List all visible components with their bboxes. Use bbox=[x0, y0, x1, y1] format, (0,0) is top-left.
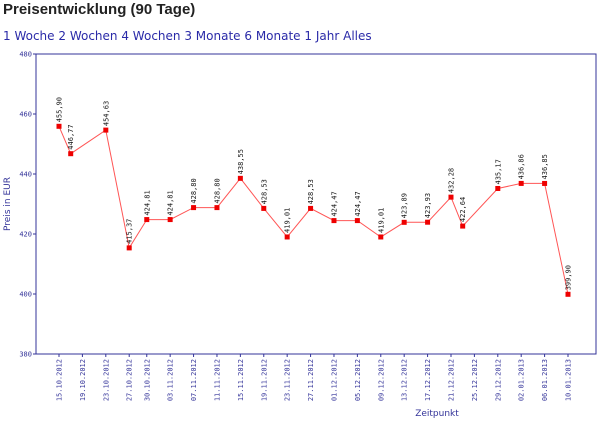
data-point bbox=[68, 151, 74, 157]
data-label: 422,64 bbox=[459, 197, 467, 222]
data-point bbox=[308, 205, 314, 211]
y-tick-label: 480 bbox=[19, 51, 32, 59]
data-label: 436,86 bbox=[518, 154, 526, 179]
data-label: 454,63 bbox=[102, 101, 110, 126]
x-tick-label: 25.12.2012 bbox=[471, 359, 479, 401]
plot-frame bbox=[35, 53, 597, 355]
range-link-3-months[interactable]: 3 Monate bbox=[184, 29, 241, 43]
data-label: 435,17 bbox=[494, 159, 502, 184]
x-tick-label: 07.11.2012 bbox=[190, 359, 198, 401]
data-point bbox=[261, 205, 267, 211]
x-tick-label: 03.11.2012 bbox=[167, 359, 175, 401]
data-point bbox=[191, 205, 197, 211]
x-tick-label: 09.12.2012 bbox=[377, 359, 385, 401]
data-label: 415,37 bbox=[126, 219, 134, 244]
data-label: 432,28 bbox=[447, 168, 455, 193]
price-series-line bbox=[58, 126, 569, 295]
data-label: 428,80 bbox=[190, 178, 198, 203]
y-tick-label: 420 bbox=[19, 231, 32, 239]
x-tick-label: 11.11.2012 bbox=[213, 359, 221, 401]
data-point bbox=[495, 185, 501, 191]
data-label: 419,01 bbox=[377, 208, 385, 233]
x-axis-title: Zeitpunkt bbox=[415, 409, 459, 419]
range-link-1-year[interactable]: 1 Jahr bbox=[304, 29, 340, 43]
data-label: 423,93 bbox=[424, 193, 432, 218]
data-point bbox=[103, 127, 109, 133]
data-point bbox=[460, 223, 466, 229]
x-tick-label: 21.12.2012 bbox=[447, 359, 455, 401]
data-label: 419,01 bbox=[284, 208, 292, 233]
x-tick-label: 30.10.2012 bbox=[143, 359, 151, 401]
y-tick-label: 380 bbox=[19, 351, 32, 359]
x-tick-label: 13.12.2012 bbox=[401, 359, 409, 401]
x-tick-label: 01.12.2012 bbox=[330, 359, 338, 401]
x-tick-label: 27.10.2012 bbox=[126, 359, 134, 401]
x-tick-label: 23.11.2012 bbox=[284, 359, 292, 401]
y-axis-ticks: 380 400 420 440 460 480 bbox=[19, 51, 36, 359]
range-link-2-weeks[interactable]: 2 Wochen bbox=[58, 29, 118, 43]
data-label: 424,47 bbox=[354, 191, 362, 216]
data-point bbox=[518, 180, 524, 186]
range-link-all[interactable]: Alles bbox=[343, 29, 372, 43]
data-label: 438,55 bbox=[237, 149, 245, 174]
data-label: 399,90 bbox=[565, 265, 573, 290]
data-point bbox=[56, 123, 62, 129]
data-label: 455,90 bbox=[56, 97, 64, 122]
data-point bbox=[167, 217, 173, 223]
data-point bbox=[425, 219, 431, 225]
data-point bbox=[126, 245, 132, 251]
y-axis-title: Preis in EUR bbox=[3, 177, 13, 231]
x-tick-label: 19.11.2012 bbox=[260, 359, 268, 401]
x-tick-label: 15.11.2012 bbox=[237, 359, 245, 401]
data-point bbox=[214, 205, 220, 211]
x-tick-label: 02.01.2013 bbox=[518, 359, 526, 401]
range-link-1-week[interactable]: 1 Woche bbox=[3, 29, 55, 43]
data-point bbox=[542, 180, 548, 186]
y-tick-label: 400 bbox=[19, 291, 32, 299]
data-label: 446,77 bbox=[67, 124, 75, 149]
data-point bbox=[401, 219, 407, 225]
x-tick-label: 19.10.2012 bbox=[79, 359, 87, 401]
data-point bbox=[448, 194, 454, 200]
x-tick-label: 23.10.2012 bbox=[102, 359, 110, 401]
y-tick-label: 460 bbox=[19, 111, 32, 119]
x-tick-label: 17.12.2012 bbox=[424, 359, 432, 401]
data-label: 424,81 bbox=[167, 190, 175, 215]
x-tick-label: 29.12.2012 bbox=[494, 359, 502, 401]
data-label: 428,53 bbox=[260, 179, 268, 204]
data-label: 423,89 bbox=[401, 193, 409, 218]
data-point bbox=[144, 217, 150, 223]
page-title: Preisentwicklung (90 Tage) bbox=[3, 1, 196, 18]
data-point bbox=[378, 234, 384, 240]
x-axis-ticks: 15.10.2012 19.10.2012 23.10.2012 27.10.2012… bbox=[56, 354, 573, 401]
price-markers bbox=[56, 123, 571, 297]
y-tick-label: 440 bbox=[19, 171, 32, 179]
data-label: 424,81 bbox=[143, 190, 151, 215]
data-point bbox=[331, 218, 337, 224]
data-point bbox=[565, 291, 571, 297]
range-link-6-months[interactable]: 6 Monate bbox=[244, 29, 301, 43]
data-label: 428,53 bbox=[307, 179, 315, 204]
data-label: 424,47 bbox=[330, 191, 338, 216]
data-point bbox=[354, 218, 360, 224]
x-tick-label: 06.01.2013 bbox=[541, 359, 549, 401]
time-range-links: 1 Woche 2 Wochen 4 Wochen 3 Monate 6 Mon… bbox=[3, 29, 372, 43]
data-point bbox=[284, 234, 290, 240]
data-point bbox=[237, 175, 243, 181]
range-link-4-weeks[interactable]: 4 Wochen bbox=[121, 29, 181, 43]
x-tick-label: 27.11.2012 bbox=[307, 359, 315, 401]
data-label: 436,85 bbox=[541, 154, 549, 179]
x-tick-label: 15.10.2012 bbox=[56, 359, 64, 401]
x-tick-label: 10.01.2013 bbox=[565, 359, 573, 401]
data-label: 428,80 bbox=[213, 178, 221, 203]
x-tick-label: 05.12.2012 bbox=[354, 359, 362, 401]
